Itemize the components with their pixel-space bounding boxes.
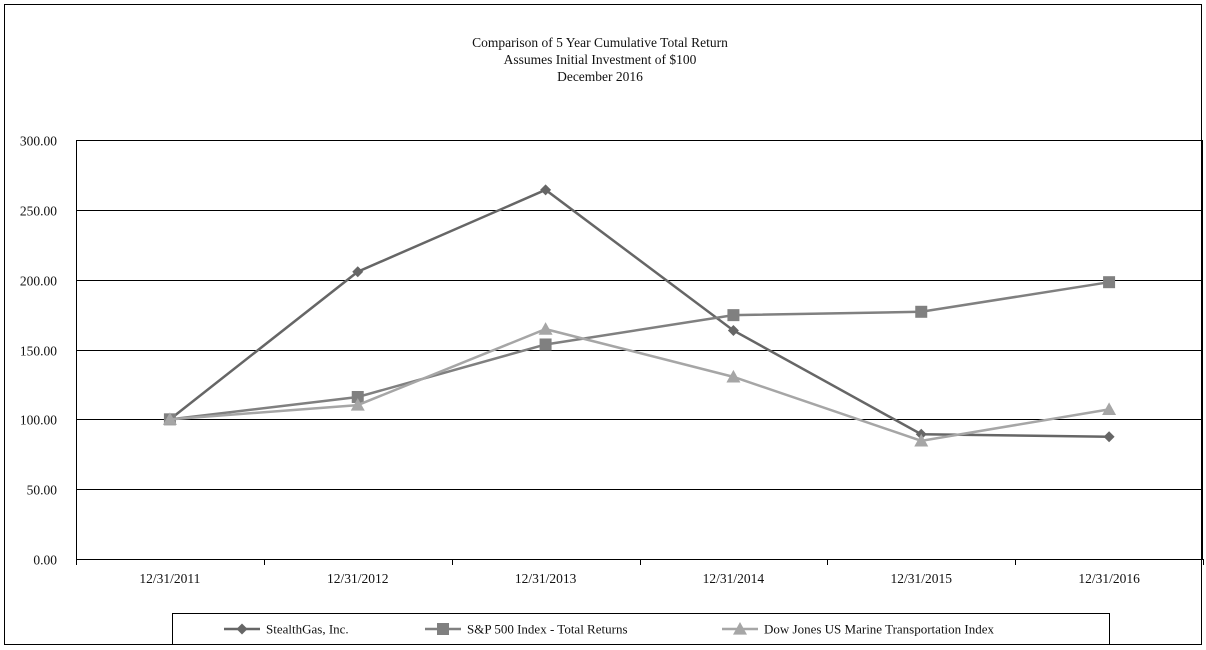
legend-marker [236,623,248,635]
x-tick-label: 12/31/2012 [327,571,389,586]
data-point [727,309,740,322]
data-point [162,412,177,425]
legend: StealthGas, Inc. S&P 500 Index - Total Re… [172,613,1110,645]
data-point [350,398,365,411]
data-point [352,266,364,278]
data-point [915,305,928,318]
y-tick-label: 50.00 [27,483,58,498]
y-tick-label: 100.00 [20,413,57,428]
legend-item: S&P 500 Index - Total Returns [425,622,628,637]
legend-marker [437,623,449,635]
chart-frame [4,4,1202,645]
gridlines [76,140,1203,560]
chart-title-line-3: December 2016 [557,69,643,84]
x-tick-label: 12/31/2016 [1078,571,1140,586]
legend-marker [733,622,747,635]
x-axis: 12/31/2011 12/31/2012 12/31/2013 12/31/2014… [76,559,1204,586]
x-tick-label: 12/31/2014 [703,571,765,586]
data-point [1103,276,1116,289]
data-point [540,184,552,196]
y-axis: 0.00 50.00 100.00 150.00 200.00 250.00 300.00 [20,134,57,568]
data-point [1103,431,1115,443]
legend-label: Dow Jones US Marine Transportation Index [764,622,995,637]
chart-title: Comparison of 5 Year Cumulative Total Re… [472,35,728,84]
data-point [914,433,929,447]
series-group [162,184,1117,447]
series-line [169,280,1110,421]
data-point [538,322,553,335]
data-point [351,390,364,403]
x-tick-label: 12/31/2015 [890,571,952,586]
legend-box [172,613,1110,645]
legend-item: Dow Jones US Marine Transportation Index [722,622,995,637]
legend-item: StealthGas, Inc. [224,622,349,637]
data-point [727,325,739,337]
y-tick-label: 200.00 [20,274,57,289]
y-tick-label: 250.00 [20,204,57,219]
y-tick-label: 0.00 [33,553,57,568]
legend-label: StealthGas, Inc. [266,622,349,637]
plot-area [76,140,1203,563]
chart-title-line-1: Comparison of 5 Year Cumulative Total Re… [472,35,728,50]
y-tick-label: 150.00 [20,344,57,359]
data-point [539,338,552,351]
legend-label: S&P 500 Index - Total Returns [467,622,628,637]
chart-title-line-2: Assumes Initial Investment of $100 [504,52,697,67]
y-tick-label: 300.00 [20,134,57,149]
x-tick-label: 12/31/2013 [515,571,577,586]
series-line [169,327,1110,443]
data-point [1102,402,1117,416]
x-tick-label: 12/31/2011 [139,571,200,586]
data-point [726,369,741,383]
series-3 [162,322,1117,447]
